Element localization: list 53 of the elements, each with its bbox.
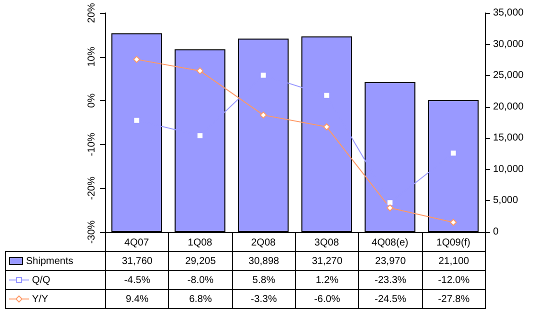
point <box>133 56 140 63</box>
y2-tick-label: 35,000 <box>493 8 524 19</box>
data-label: 31,270 <box>295 252 359 270</box>
y-tick-label: 0% <box>86 93 98 108</box>
y-tick-label: -30% <box>86 220 98 244</box>
point <box>323 92 330 99</box>
point <box>196 132 204 140</box>
x-tick-label: 2Q08 <box>251 238 276 248</box>
y-tick-label: -10% <box>86 132 98 156</box>
legend-label: Q/Q <box>6 270 106 290</box>
data-label: -4.5% <box>106 270 169 290</box>
x-tick-label: 4Q07 <box>124 238 150 248</box>
x-tick-label: 3Q08 <box>314 238 340 248</box>
y2-tick-label: 5,000 <box>493 195 518 206</box>
data-label: 23,970 <box>358 252 422 270</box>
data-label: 9.4% <box>106 290 169 308</box>
y2-tick-label: 15,000 <box>493 132 524 144</box>
point <box>386 199 394 206</box>
x-tick-label: 1Q09(f) <box>436 238 470 248</box>
data-label: 30,898 <box>232 252 296 270</box>
y2-tick-label: 10,000 <box>493 164 524 175</box>
data-label: -27.8% <box>422 290 486 308</box>
data-label: -3.3% <box>232 290 296 308</box>
data-label: 5.8% <box>232 270 296 290</box>
data-label: -24.5% <box>358 290 422 308</box>
point <box>323 123 330 130</box>
data-label: -23.3% <box>358 270 422 290</box>
y-tick-label: 20% <box>86 2 98 24</box>
point <box>260 72 267 79</box>
data-label: -12.0% <box>422 270 486 290</box>
y2-tick-label: 0 <box>493 226 499 238</box>
y-tick-label: 10% <box>86 46 98 67</box>
data-label: 21,100 <box>422 252 486 270</box>
data-label: 1.2% <box>295 270 359 290</box>
x-tick-label: 1Q08 <box>188 238 213 248</box>
data-label: -6.0% <box>295 290 359 308</box>
x-tick-label: 4Q08(e) <box>372 238 408 248</box>
legend-label: Y/Y <box>6 290 106 308</box>
y-tick-label: -20% <box>86 176 98 200</box>
data-label: -8.0% <box>168 270 232 290</box>
data-label: 29,205 <box>168 252 232 270</box>
y2-tick-label: 30,000 <box>493 38 524 50</box>
data-label: 6.8% <box>168 290 232 308</box>
point <box>450 150 457 157</box>
point <box>260 112 267 119</box>
point <box>133 116 140 124</box>
data-label: 31,760 <box>106 252 169 270</box>
legend-label: Shipments <box>6 252 106 270</box>
point <box>450 218 457 226</box>
point <box>196 67 204 74</box>
point <box>386 204 394 212</box>
y2-tick-label: 25,000 <box>493 70 524 82</box>
y2-tick-label: 20,000 <box>493 101 524 112</box>
